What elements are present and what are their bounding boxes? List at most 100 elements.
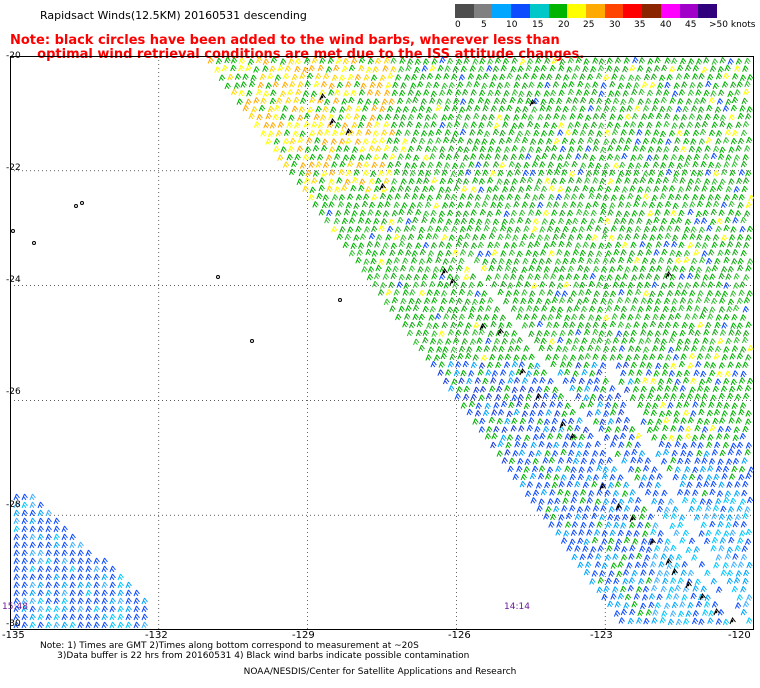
wind-barb bbox=[109, 589, 116, 597]
wind-barb bbox=[730, 378, 737, 386]
wind-barb bbox=[623, 57, 630, 64]
wind-barb bbox=[656, 384, 664, 392]
wind-barb bbox=[670, 544, 677, 552]
wind-barb bbox=[689, 82, 696, 89]
wind-barb bbox=[693, 249, 700, 256]
wind-barb bbox=[570, 496, 577, 504]
wind-barb bbox=[696, 233, 703, 241]
wind-barb bbox=[647, 513, 654, 520]
wind-barb bbox=[674, 584, 681, 592]
wind-barb bbox=[351, 57, 358, 65]
wind-barb bbox=[575, 89, 583, 96]
wind-barb bbox=[680, 145, 687, 153]
wind-barb bbox=[444, 65, 451, 72]
wind-barb bbox=[462, 154, 470, 162]
wind-barb bbox=[653, 65, 661, 72]
wind-barb bbox=[368, 201, 376, 209]
wind-barb bbox=[729, 234, 736, 241]
wind-barb bbox=[430, 360, 437, 368]
wind-barb bbox=[634, 466, 642, 474]
wind-barb bbox=[331, 129, 339, 137]
wind-barb bbox=[93, 573, 100, 581]
wind-barb bbox=[519, 417, 527, 425]
wind-barb bbox=[603, 282, 610, 290]
wind-barb bbox=[726, 546, 733, 554]
wind-barb bbox=[609, 257, 616, 264]
wind-barb bbox=[379, 74, 386, 82]
wind-barb bbox=[405, 153, 412, 160]
wind-barb bbox=[736, 352, 744, 360]
wind-barb bbox=[746, 496, 754, 504]
wind-barb bbox=[648, 169, 656, 176]
wind-barb bbox=[598, 458, 605, 465]
wind-barb bbox=[242, 104, 249, 112]
wind-barb bbox=[563, 193, 571, 200]
wind-barb bbox=[727, 58, 734, 65]
wind-barb bbox=[569, 538, 576, 546]
wind-barb bbox=[668, 313, 675, 321]
wind-barb bbox=[631, 112, 639, 120]
wind-barb bbox=[702, 274, 709, 281]
wind-barb bbox=[546, 466, 554, 474]
wind-barb bbox=[634, 105, 641, 112]
wind-barb bbox=[371, 161, 378, 169]
wind-barb bbox=[619, 161, 626, 169]
wind-barb bbox=[450, 346, 457, 353]
wind-barb bbox=[557, 336, 564, 344]
wind-barb bbox=[699, 345, 707, 352]
wind-barb bbox=[495, 361, 502, 369]
wind-barb bbox=[513, 114, 520, 121]
wind-barb bbox=[458, 345, 466, 353]
wind-barb bbox=[626, 105, 633, 112]
wind-barb bbox=[334, 89, 341, 96]
wind-barb bbox=[489, 138, 496, 145]
wind-barb bbox=[746, 290, 753, 297]
wind-barb bbox=[345, 138, 352, 145]
wind-barb bbox=[479, 233, 487, 241]
wind-barb bbox=[453, 274, 461, 281]
wind-barb bbox=[609, 441, 617, 448]
wind-barb bbox=[704, 145, 711, 152]
wind-barb bbox=[521, 322, 529, 329]
wind-barb bbox=[694, 241, 702, 249]
legend-label-9: 45 bbox=[685, 20, 697, 30]
wind-barb bbox=[37, 525, 44, 533]
wind-barb bbox=[746, 617, 753, 624]
wind-barb bbox=[238, 89, 245, 97]
wind-barb bbox=[728, 329, 735, 336]
wind-barb bbox=[580, 521, 587, 529]
wind-barb bbox=[499, 314, 507, 321]
wind-barb bbox=[499, 129, 506, 137]
wind-barb bbox=[493, 338, 501, 345]
wind-barb bbox=[724, 553, 731, 560]
wind-barb bbox=[470, 361, 478, 369]
wind-barb bbox=[508, 129, 515, 136]
wind-barb bbox=[681, 201, 689, 209]
wind-barb bbox=[709, 273, 716, 280]
wind-barb bbox=[37, 557, 44, 565]
wind-barb bbox=[654, 209, 661, 216]
wind-barb bbox=[459, 106, 466, 113]
wind-barb bbox=[715, 554, 722, 561]
wind-barb bbox=[551, 122, 558, 129]
wind-barb bbox=[615, 362, 622, 369]
wind-barb bbox=[543, 242, 550, 249]
wind-barb bbox=[522, 72, 530, 80]
wind-barb bbox=[676, 64, 684, 72]
wind-barb bbox=[629, 544, 636, 552]
wind-barb bbox=[101, 557, 108, 565]
wind-barb bbox=[661, 64, 668, 72]
wind-barb bbox=[680, 417, 687, 424]
wind-barb bbox=[655, 362, 662, 370]
wind-barb bbox=[664, 232, 672, 240]
wind-barb bbox=[742, 361, 749, 368]
wind-barb bbox=[690, 138, 697, 145]
wind-barb bbox=[462, 210, 470, 217]
wind-barb bbox=[618, 409, 625, 416]
wind-barb bbox=[482, 377, 489, 385]
wind-barb bbox=[711, 297, 718, 305]
wind-barb bbox=[459, 193, 467, 200]
wind-barb bbox=[527, 241, 534, 249]
wind-barb bbox=[614, 426, 621, 433]
wind-barb bbox=[580, 96, 587, 104]
